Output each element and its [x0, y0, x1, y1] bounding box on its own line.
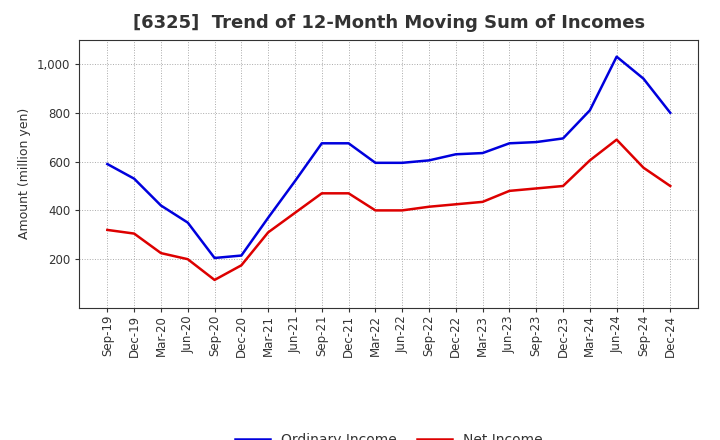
Ordinary Income — [264, 215, 272, 220]
Net Income — [559, 183, 567, 189]
Line: Net Income: Net Income — [107, 139, 670, 280]
Net Income — [585, 158, 594, 163]
Ordinary Income — [639, 76, 648, 81]
Net Income — [639, 165, 648, 170]
Net Income — [210, 277, 219, 282]
Net Income — [157, 250, 166, 256]
Line: Ordinary Income: Ordinary Income — [107, 57, 670, 258]
Ordinary Income — [157, 203, 166, 208]
Ordinary Income — [130, 176, 138, 181]
Net Income — [237, 263, 246, 268]
Net Income — [532, 186, 541, 191]
Net Income — [264, 230, 272, 235]
Ordinary Income — [210, 255, 219, 260]
Ordinary Income — [612, 54, 621, 59]
Ordinary Income — [559, 136, 567, 141]
Net Income — [318, 191, 326, 196]
Title: [6325]  Trend of 12-Month Moving Sum of Incomes: [6325] Trend of 12-Month Moving Sum of I… — [132, 15, 645, 33]
Ordinary Income — [318, 141, 326, 146]
Net Income — [398, 208, 407, 213]
Net Income — [425, 204, 433, 209]
Net Income — [451, 202, 460, 207]
Net Income — [184, 257, 192, 262]
Net Income — [344, 191, 353, 196]
Ordinary Income — [425, 158, 433, 163]
Net Income — [478, 199, 487, 205]
Ordinary Income — [371, 160, 379, 165]
Ordinary Income — [505, 141, 514, 146]
Net Income — [505, 188, 514, 194]
Ordinary Income — [478, 150, 487, 156]
Ordinary Income — [291, 179, 300, 184]
Net Income — [130, 231, 138, 236]
Ordinary Income — [103, 161, 112, 167]
Ordinary Income — [585, 108, 594, 113]
Net Income — [666, 183, 675, 189]
Net Income — [371, 208, 379, 213]
Net Income — [612, 137, 621, 142]
Legend: Ordinary Income, Net Income: Ordinary Income, Net Income — [229, 428, 549, 440]
Ordinary Income — [184, 220, 192, 225]
Y-axis label: Amount (million yen): Amount (million yen) — [18, 108, 31, 239]
Ordinary Income — [451, 152, 460, 157]
Ordinary Income — [344, 141, 353, 146]
Net Income — [291, 210, 300, 216]
Ordinary Income — [398, 160, 407, 165]
Ordinary Income — [532, 139, 541, 145]
Net Income — [103, 227, 112, 233]
Ordinary Income — [666, 110, 675, 115]
Ordinary Income — [237, 253, 246, 258]
